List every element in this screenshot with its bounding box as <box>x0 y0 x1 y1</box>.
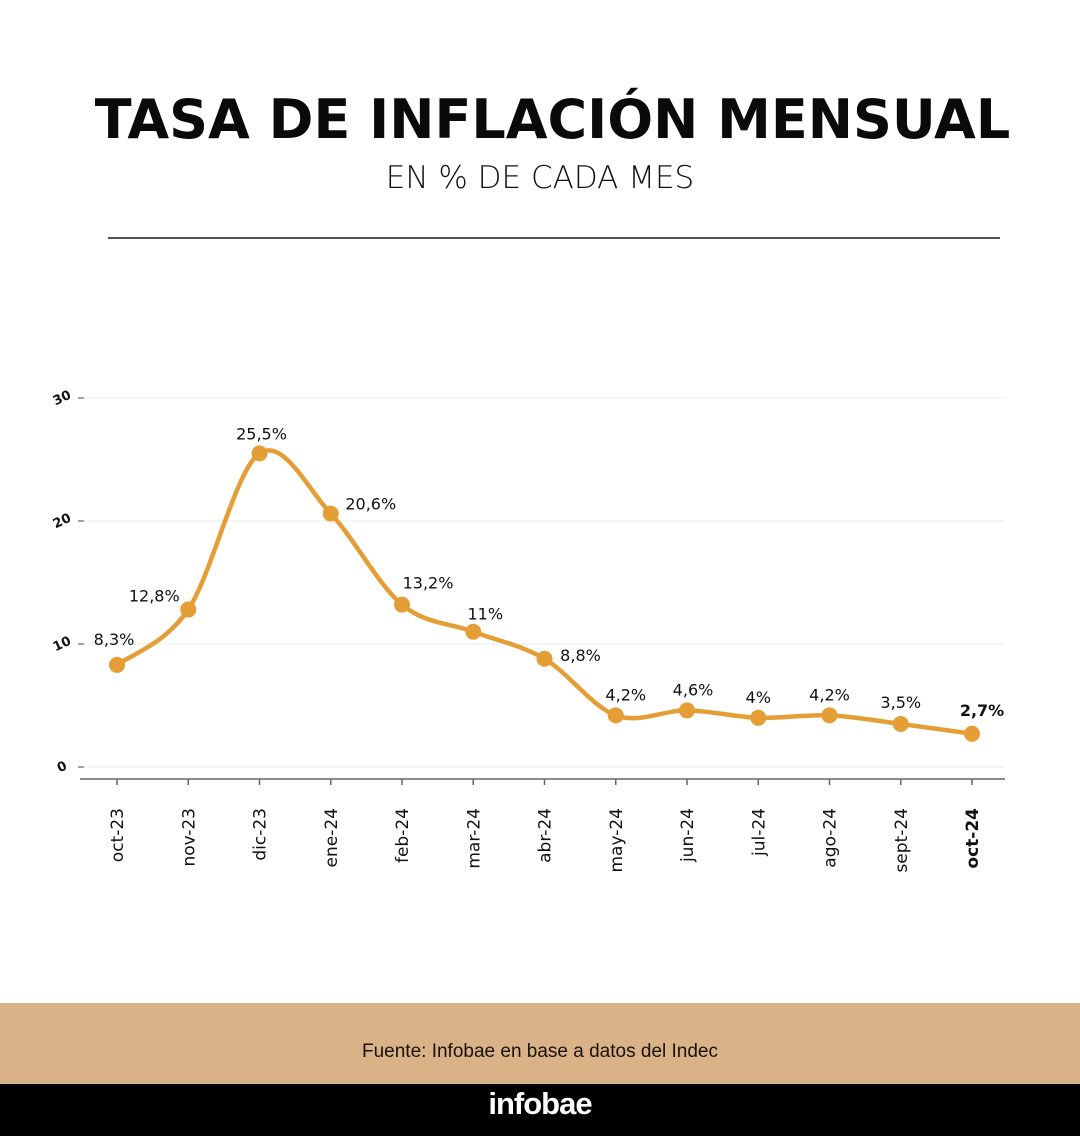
data-points <box>109 445 980 742</box>
title-divider <box>108 237 1000 239</box>
data-label: 8,8% <box>560 646 601 665</box>
data-point <box>251 445 268 462</box>
chart-subtitle: EN % DE CADA MES <box>385 160 695 196</box>
data-label: 4,2% <box>809 685 850 704</box>
source-band <box>0 1003 1080 1084</box>
data-point <box>322 505 339 522</box>
x-axis: oct-23 nov-23 dic-23 ene-24 feb-24 mar-24 abr-… <box>80 778 1005 873</box>
data-label: 4,2% <box>605 685 646 704</box>
data-point <box>750 709 767 726</box>
x-tick-label: dic-23 <box>251 808 271 861</box>
data-point <box>180 601 197 618</box>
x-tick-label: abr-24 <box>536 808 556 863</box>
x-tick-label: sept-24 <box>892 808 912 873</box>
x-tick-label: jul-24 <box>749 808 769 857</box>
data-label: 12,8% <box>129 587 180 606</box>
x-tick-label: mar-24 <box>464 808 484 869</box>
data-label: 20,6% <box>345 495 396 514</box>
data-label: 13,2% <box>403 574 454 593</box>
data-labels: 8,3% 12,8% 25,5% 20,6% 13,2% 11% 8,8% 4,2% 4,6% 4… <box>94 424 1005 719</box>
y-tick-label: 10 <box>51 634 74 655</box>
x-tick-label: may-24 <box>607 808 627 873</box>
data-label: 11% <box>467 605 503 624</box>
data-label: 3,5% <box>880 693 921 712</box>
brand-logo: infobae <box>488 1086 592 1121</box>
line-chart: 0 10 20 30 oct-23 nov-23 dic-23 ene-24 feb-24 ma… <box>51 388 1005 873</box>
x-tick-label: jun-24 <box>678 808 698 863</box>
x-tick-label: feb-24 <box>393 808 413 863</box>
brand-band <box>0 1084 1080 1136</box>
data-point <box>964 725 980 742</box>
source-note: Fuente: Infobae en base a datos del Inde… <box>362 1041 718 1062</box>
data-point <box>109 656 125 673</box>
y-tick-label: 30 <box>51 388 74 409</box>
data-label: 2,7% <box>960 701 1004 720</box>
data-label: 8,3% <box>94 630 135 649</box>
data-label: 25,5% <box>236 424 287 443</box>
x-tick-label: ene-24 <box>322 808 342 867</box>
data-point <box>679 702 695 719</box>
data-label: 4,6% <box>673 680 714 699</box>
x-tick-label: ago-24 <box>821 808 841 868</box>
x-tick-label: oct-24 <box>963 808 983 869</box>
data-point <box>821 707 838 724</box>
x-tick-label: nov-23 <box>179 808 199 867</box>
data-point <box>892 715 909 732</box>
chart-title: TASA DE INFLACIÓN MENSUAL <box>94 88 1011 151</box>
x-tick-label: oct-23 <box>108 808 128 862</box>
gridlines <box>80 397 1005 768</box>
data-label: 4% <box>746 688 771 707</box>
y-tick-label: 0 <box>55 759 70 776</box>
data-point <box>465 623 482 640</box>
data-point <box>607 707 624 724</box>
y-tick-label: 20 <box>51 511 74 532</box>
data-point <box>536 650 553 667</box>
y-axis: 0 10 20 30 <box>51 388 84 776</box>
data-point <box>394 596 410 613</box>
